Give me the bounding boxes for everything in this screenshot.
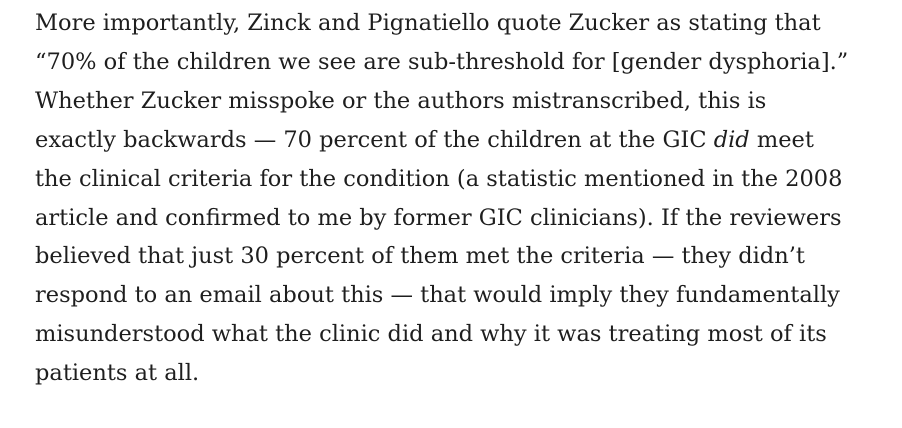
paragraph-line-3: Whether Zucker misspoke or the authors m…	[35, 87, 767, 114]
paragraph-line-4: exactly backwards — 70 percent of the ch…	[35, 121, 848, 160]
paragraph-line-7: believed that just 30 percent of them me…	[35, 243, 805, 270]
paragraph-line-8: respond to an email about this — that wo…	[35, 282, 840, 309]
line-4-start: exactly backwards — 70 percent of the ch…	[35, 126, 714, 153]
paragraph-line-1: More importantly, Zinck and Pignatiello …	[35, 10, 821, 36]
paragraph-line-9: misunderstood what the clinic did and wh…	[35, 321, 827, 348]
paragraph-line-2: “70% of the children we see are sub-thre…	[35, 48, 849, 75]
article-paragraph: More importantly, Zinck and Pignatiello …	[35, 4, 848, 393]
paragraph-line-10: patients at all.	[35, 360, 200, 387]
paragraph-line-5: the clinical criteria for the condition …	[35, 165, 843, 192]
emphasized-word: did	[713, 126, 750, 153]
paragraph-line-6: article and confirmed to me by former GI…	[35, 204, 842, 231]
line-4-end: meet	[749, 126, 814, 153]
